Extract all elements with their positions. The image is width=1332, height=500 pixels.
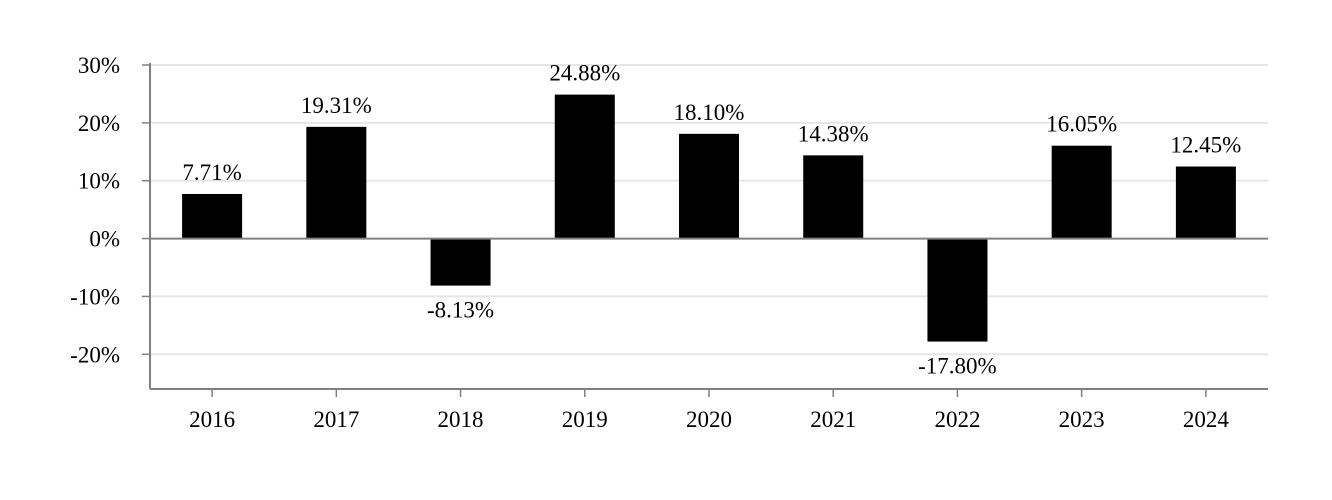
bar-data-labels: 7.71% 19.31% -8.13% 24.88% 18.10% 14.38% -17.8… (182, 61, 1241, 379)
data-label-2020: 18.10% (674, 100, 745, 125)
data-label-2021: 14.38% (798, 121, 869, 146)
x-tick-label-2017: 2017 (313, 407, 359, 432)
y-tick-label: 10% (78, 169, 120, 194)
axes (149, 63, 1268, 397)
data-label-2017: 19.31% (301, 93, 372, 118)
x-tick-label-2021: 2021 (810, 407, 856, 432)
y-tick-label: 30% (78, 53, 120, 78)
x-axis-labels: 2016 2017 2018 2019 2020 2021 2022 2023 2024 (189, 407, 1229, 432)
bar-2021 (803, 155, 864, 239)
y-axis-ticks: 30% 20% 10% 0% -10% -20% (70, 53, 150, 367)
bar-2018 (430, 238, 491, 286)
bar-2019 (554, 94, 615, 239)
bar-2016 (182, 193, 243, 239)
x-tick-label-2024: 2024 (1183, 407, 1230, 432)
data-label-2019: 24.88% (549, 61, 620, 86)
data-label-2024: 12.45% (1170, 133, 1241, 158)
y-tick-label: 20% (78, 111, 120, 136)
data-label-2023: 16.05% (1046, 112, 1117, 137)
data-label-2018: -8.13% (427, 298, 494, 323)
x-tick-label-2022: 2022 (934, 407, 980, 432)
x-tick-label-2020: 2020 (686, 407, 732, 432)
data-label-2016: 7.71% (182, 160, 241, 185)
bars (182, 94, 1236, 342)
bar-2020 (679, 133, 739, 239)
x-tick-label-2023: 2023 (1059, 407, 1105, 432)
y-tick-label: -10% (70, 284, 120, 309)
y-tick-label: -20% (70, 342, 120, 367)
bar-2017 (306, 126, 367, 239)
x-tick-label-2018: 2018 (438, 407, 484, 432)
x-tick-label-2016: 2016 (189, 407, 235, 432)
data-label-2022: -17.80% (918, 354, 997, 379)
bar-2022 (927, 238, 988, 342)
y-tick-label: 0% (89, 227, 120, 252)
bar-2024 (1175, 166, 1236, 239)
bar-2023 (1051, 145, 1112, 239)
x-tick-label-2019: 2019 (562, 407, 608, 432)
